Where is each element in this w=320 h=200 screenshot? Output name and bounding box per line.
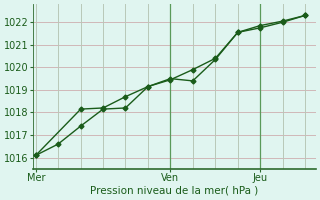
X-axis label: Pression niveau de la mer( hPa ): Pression niveau de la mer( hPa ): [90, 186, 259, 196]
